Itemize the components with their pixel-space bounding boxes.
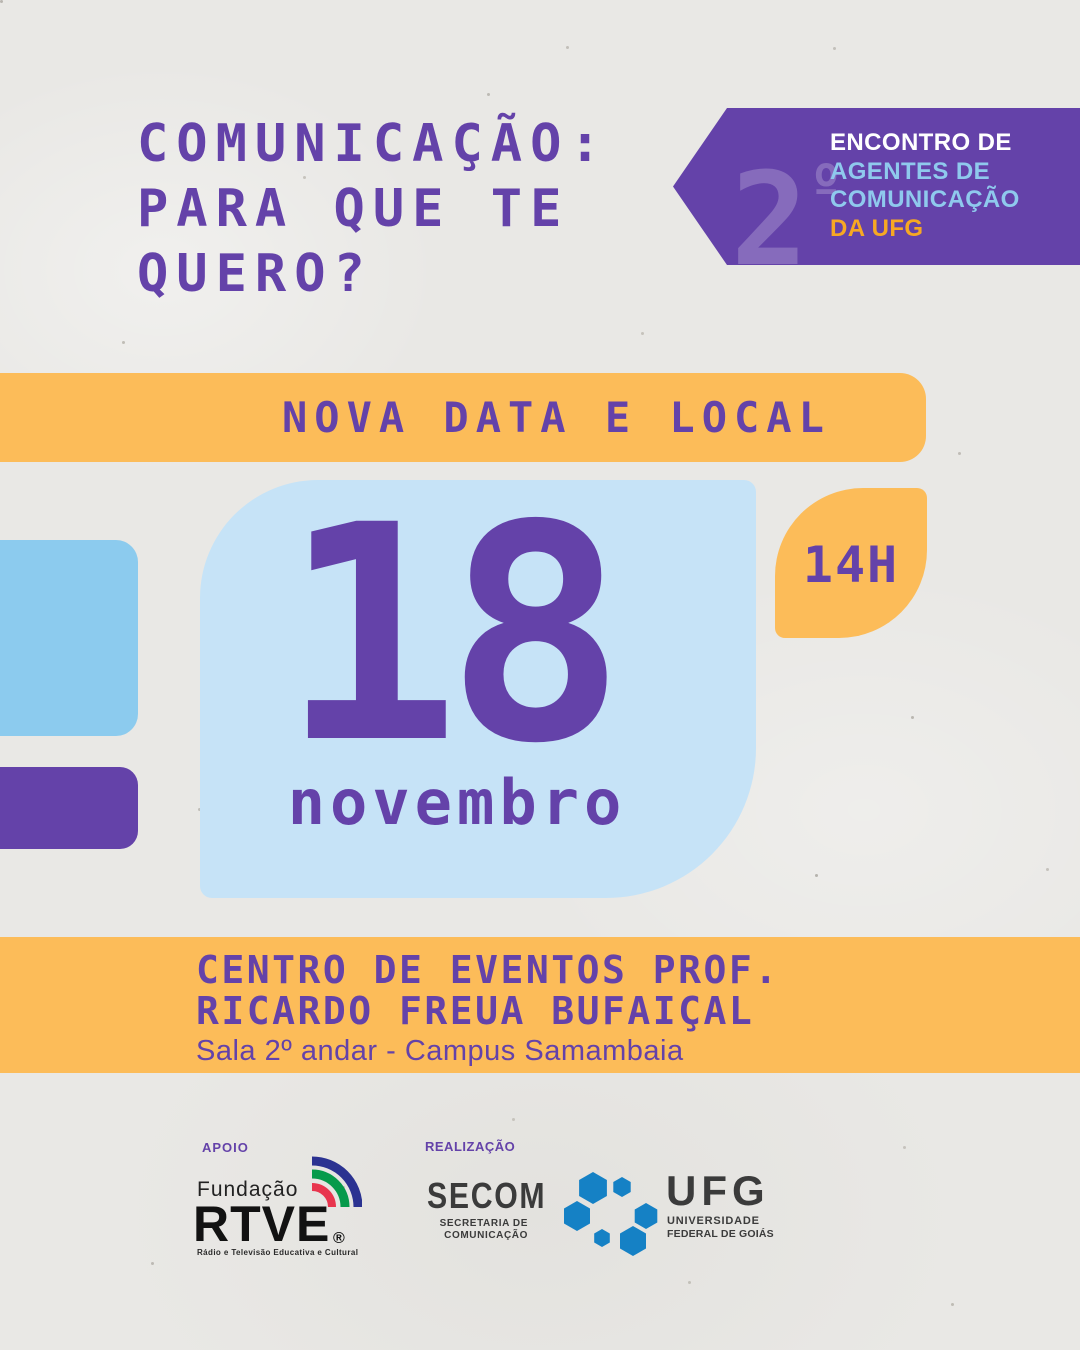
venue-line-1: CENTRO DE EVENTOS PROF. bbox=[196, 948, 780, 992]
ufg-logo-subtitle-1: UNIVERSIDADE bbox=[667, 1215, 760, 1227]
rtve-logo-prefix: Fundação bbox=[197, 1178, 299, 1201]
badge-line-3: COMUNICAÇÃO bbox=[830, 186, 1020, 213]
decor-purple-rect bbox=[0, 767, 138, 849]
rtve-logo-tagline: Rádio e Televisão Educativa e Cultural bbox=[197, 1248, 359, 1257]
badge-line-2: AGENTES DE bbox=[830, 157, 991, 185]
date-day: 18 bbox=[280, 462, 626, 809]
secom-logo-name: SECOM bbox=[427, 1175, 547, 1216]
ufg-logo-subtitle-2: FEDERAL DE GOIÁS bbox=[667, 1228, 774, 1240]
edition-badge: 2º ENCONTRO DE AGENTES DE COMUNICAÇÃO DA… bbox=[673, 108, 1080, 265]
badge-line-4: DA UFG bbox=[830, 214, 924, 242]
event-title: COMUNICAÇÃO: PARA QUE TE QUERO? bbox=[137, 114, 609, 304]
realization-label: REALIZAÇÃO bbox=[425, 1139, 516, 1154]
edition-number: 2 bbox=[731, 146, 809, 295]
rtve-registered-mark: ® bbox=[333, 1230, 345, 1247]
rtve-logo-name: RTVE bbox=[193, 1196, 331, 1252]
badge-line-1: ENCONTRO DE bbox=[830, 129, 1012, 156]
edition-number-ghost: 2º bbox=[731, 122, 843, 265]
signal-arcs-icon bbox=[311, 1156, 362, 1208]
time-label: 14H bbox=[802, 536, 900, 594]
new-date-banner: NOVA DATA E LOCAL bbox=[0, 373, 926, 462]
new-date-label: NOVA DATA E LOCAL bbox=[282, 393, 831, 442]
support-label: APOIO bbox=[202, 1140, 249, 1155]
secom-logo-subtitle: SECRETARIA DE COMUNICAÇÃO bbox=[439, 1218, 528, 1241]
venue-line-2: RICARDO FREUA BUFAIÇAL bbox=[196, 989, 755, 1033]
decor-blue-rect bbox=[0, 540, 138, 736]
time-badge: 14H bbox=[775, 488, 927, 638]
edition-ordinal: º bbox=[808, 152, 843, 220]
date-card: 18 novembro bbox=[200, 480, 756, 898]
edition-badge-text: ENCONTRO DE AGENTES DE COMUNICAÇÃO DA UF… bbox=[830, 129, 1020, 243]
date-month: novembro bbox=[287, 766, 627, 839]
hexagon-cluster-icon bbox=[564, 1172, 658, 1256]
venue-banner: CENTRO DE EVENTOS PROF. RICARDO FREUA BU… bbox=[0, 937, 1080, 1073]
venue-line-3: Sala 2º andar - Campus Samambaia bbox=[196, 1035, 684, 1067]
ufg-logo-name: UFG bbox=[666, 1167, 770, 1214]
